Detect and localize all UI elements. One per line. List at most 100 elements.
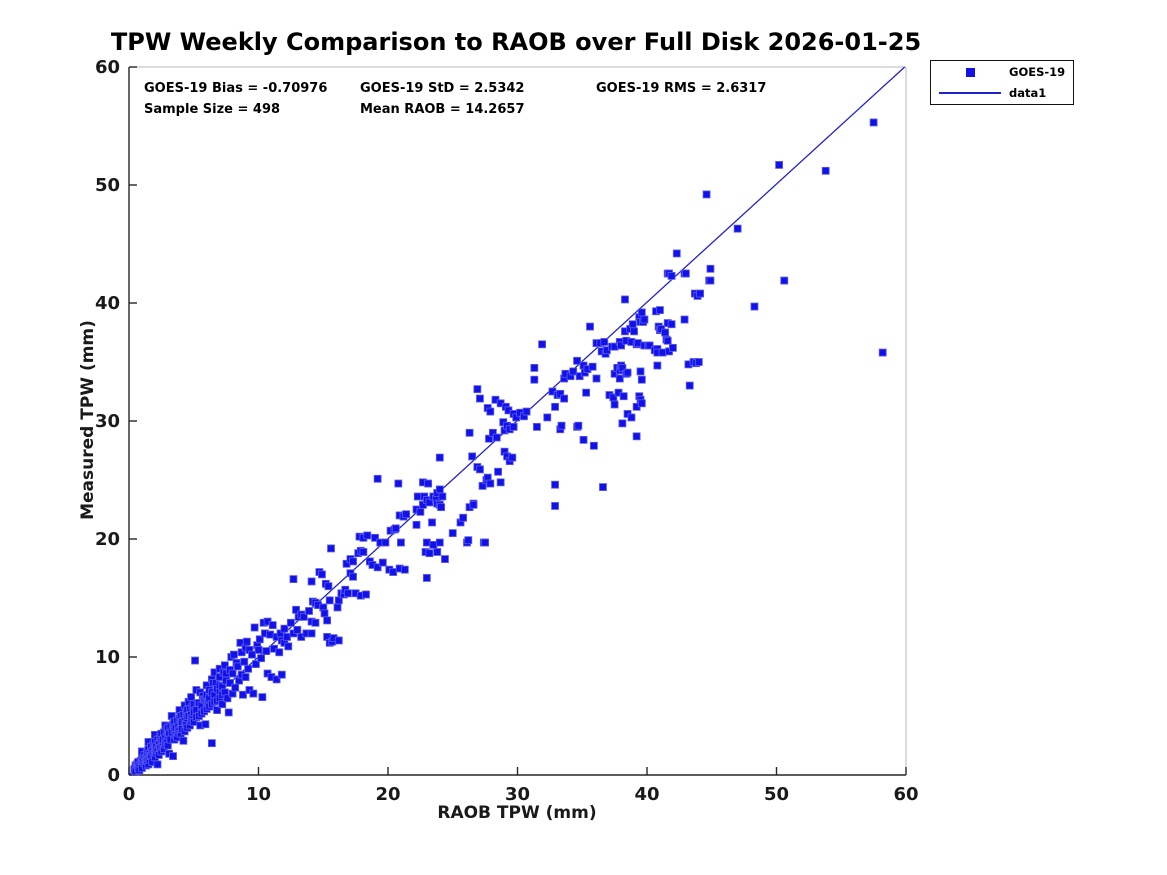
scatter-point <box>656 306 664 314</box>
stat-bias: GOES-19 Bias = -0.70976 <box>144 81 328 96</box>
scatter-point <box>615 374 624 383</box>
scatter-point <box>780 276 789 285</box>
scatter-point <box>422 538 431 547</box>
scatter-point <box>435 485 444 494</box>
scatter-point <box>569 367 578 376</box>
scatter-point <box>538 340 547 349</box>
scatter-point <box>579 435 588 444</box>
scatter-point <box>293 625 302 634</box>
scatter-point <box>275 648 284 657</box>
scatter-point <box>323 616 332 625</box>
scatter-point <box>486 407 495 416</box>
scatter-point <box>218 700 227 709</box>
scatter-point <box>153 760 162 769</box>
scatter-point <box>240 657 249 666</box>
scatter-point <box>627 413 636 422</box>
scatter-point <box>706 276 715 285</box>
scatter-point <box>469 500 478 509</box>
x-tick-label: 10 <box>246 784 271 805</box>
scatter-point <box>636 367 645 376</box>
x-tick-label: 40 <box>634 784 659 805</box>
scatter-point <box>557 421 566 430</box>
scatter-point <box>257 654 265 663</box>
scatter-point <box>318 570 326 579</box>
scatter-point <box>588 362 597 371</box>
square-marker-icon <box>965 67 975 77</box>
scatter-point <box>492 433 501 442</box>
scatter-point <box>373 474 382 483</box>
scatter-point <box>272 675 281 684</box>
scatter-point <box>241 673 250 681</box>
scatter-point <box>494 467 502 476</box>
chart-title: TPW Weekly Comparison to RAOB over Full … <box>110 28 922 56</box>
scatter-point <box>307 629 316 638</box>
scatter-point <box>533 422 541 431</box>
scatter-point <box>226 679 234 687</box>
x-tick-label: 50 <box>764 784 789 805</box>
y-tick-label: 10 <box>95 647 120 668</box>
scatter-point <box>586 322 594 331</box>
scatter-point <box>464 536 473 545</box>
scatter-point <box>286 618 295 627</box>
scatter-point <box>582 388 591 397</box>
scatter-point <box>869 118 878 127</box>
scatter-point <box>610 400 619 409</box>
scatter-point <box>394 479 403 488</box>
scatter-point <box>681 269 690 278</box>
scatter-point <box>680 315 689 324</box>
legend-item-goes19: GOES-19 <box>931 63 1073 81</box>
legend-symbol-cell <box>931 91 1009 94</box>
scatter-point <box>667 320 676 329</box>
scatter-point <box>590 441 598 450</box>
scatter-point <box>530 375 539 384</box>
scatter-point <box>416 507 425 516</box>
scatter-point <box>468 452 477 461</box>
scatter-point <box>438 492 447 501</box>
scatter-point <box>305 607 313 615</box>
scatter-point <box>280 624 289 633</box>
scatter-point <box>349 557 357 566</box>
scatter-point <box>878 348 887 357</box>
legend-label: data1 <box>1009 85 1047 100</box>
scatter-point <box>220 661 229 670</box>
scatter-point <box>486 479 495 488</box>
scatter-point <box>231 683 240 692</box>
scatter-point <box>207 739 216 748</box>
scatter-point <box>437 503 445 512</box>
scatter-point <box>248 650 256 659</box>
scatter-point <box>619 392 628 401</box>
scatter-point <box>223 694 232 703</box>
scatter-point <box>634 339 642 348</box>
scatter-point <box>413 492 422 501</box>
scatter-point <box>530 363 539 372</box>
scatter-point <box>242 637 251 646</box>
scatter-point <box>412 520 421 529</box>
scatter-point <box>543 413 552 422</box>
scatter-point <box>378 558 387 567</box>
scatter-point <box>277 670 286 679</box>
scatter-point <box>284 642 293 651</box>
axis-tick-labels: 0 10 20 30 40 50 60 0 10 20 30 40 50 60 <box>95 57 919 805</box>
scatter-point <box>381 538 390 547</box>
scatter-point <box>481 538 490 547</box>
scatter-point <box>252 660 260 668</box>
scatter-point <box>428 518 436 527</box>
scatter-point <box>343 589 352 598</box>
line-icon <box>939 91 1001 94</box>
scatter-point <box>311 618 320 627</box>
stat-sample-size: Sample Size = 498 <box>144 102 281 117</box>
stat-rms: GOES-19 RMS = 2.6317 <box>596 81 767 96</box>
scatter-point <box>333 603 342 612</box>
legend-symbol-cell <box>931 67 1009 77</box>
scatter-point <box>213 706 221 714</box>
y-tick-label: 20 <box>95 529 120 550</box>
scatter-point <box>706 264 715 273</box>
scatter-point <box>551 480 559 489</box>
scatter-point <box>623 368 632 377</box>
scatter-point <box>425 549 434 558</box>
scatter-point <box>169 752 177 761</box>
scatter-point <box>250 623 259 632</box>
x-tick-label: 30 <box>505 784 530 805</box>
scatter-point <box>551 402 559 411</box>
scatter-point <box>653 361 662 370</box>
